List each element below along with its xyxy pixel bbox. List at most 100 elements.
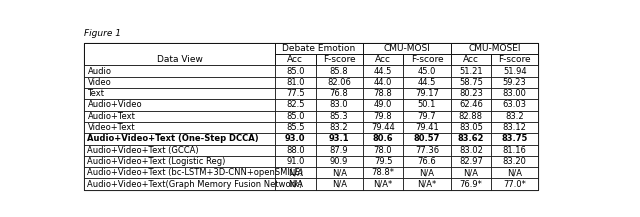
- Bar: [84, 178, 275, 190]
- Bar: [451, 133, 491, 145]
- Bar: [275, 145, 316, 156]
- Bar: [316, 65, 363, 77]
- Bar: [403, 54, 451, 65]
- Text: N/A: N/A: [419, 168, 435, 177]
- Bar: [84, 65, 275, 77]
- Bar: [451, 178, 491, 190]
- Bar: [316, 77, 363, 88]
- Text: 62.46: 62.46: [459, 100, 483, 109]
- Text: 87.9: 87.9: [330, 146, 348, 155]
- Text: 78.8: 78.8: [374, 89, 392, 98]
- Bar: [84, 133, 275, 145]
- Text: 59.23: 59.23: [503, 78, 527, 87]
- Text: 50.1: 50.1: [418, 100, 436, 109]
- Text: Audio+Video+Text (bc-LSTM+3D-CNN+openSMILE): Audio+Video+Text (bc-LSTM+3D-CNN+openSMI…: [88, 168, 303, 177]
- Bar: [491, 77, 538, 88]
- Text: 83.0: 83.0: [330, 100, 348, 109]
- Bar: [451, 167, 491, 178]
- Bar: [451, 99, 491, 111]
- Text: Audio+Video+Text (GCCA): Audio+Video+Text (GCCA): [88, 146, 199, 155]
- Bar: [451, 145, 491, 156]
- Bar: [491, 122, 538, 133]
- Text: 79.41: 79.41: [415, 123, 439, 132]
- Text: 83.2: 83.2: [506, 112, 524, 121]
- Bar: [451, 65, 491, 77]
- Text: 93.1: 93.1: [329, 134, 349, 143]
- Text: N/A: N/A: [288, 180, 303, 189]
- Text: 82.88: 82.88: [459, 112, 483, 121]
- Text: 77.36: 77.36: [415, 146, 439, 155]
- Bar: [403, 178, 451, 190]
- Bar: [403, 167, 451, 178]
- Text: Video: Video: [88, 78, 111, 87]
- Text: Text: Text: [88, 89, 104, 98]
- Text: 88.0: 88.0: [286, 146, 305, 155]
- Text: 83.00: 83.00: [503, 89, 527, 98]
- Bar: [275, 178, 316, 190]
- Text: 83.02: 83.02: [459, 146, 483, 155]
- Bar: [316, 88, 363, 99]
- Text: 85.3: 85.3: [330, 112, 348, 121]
- Text: CMU-MOSI: CMU-MOSI: [383, 44, 430, 53]
- Bar: [451, 77, 491, 88]
- Text: 44.5: 44.5: [418, 78, 436, 87]
- Text: 76.6: 76.6: [417, 157, 436, 166]
- Text: Acc: Acc: [375, 55, 391, 64]
- Text: Audio: Audio: [88, 67, 111, 76]
- Bar: [451, 54, 491, 65]
- Bar: [275, 156, 316, 167]
- Bar: [363, 156, 403, 167]
- Bar: [491, 111, 538, 122]
- Text: 85.5: 85.5: [286, 123, 305, 132]
- Bar: [363, 111, 403, 122]
- Bar: [363, 133, 403, 145]
- Text: 83.12: 83.12: [503, 123, 527, 132]
- Bar: [275, 167, 316, 178]
- Bar: [403, 88, 451, 99]
- Text: Data View: Data View: [157, 55, 202, 64]
- Bar: [491, 88, 538, 99]
- Bar: [275, 54, 316, 65]
- Text: 83.20: 83.20: [503, 157, 527, 166]
- Bar: [316, 178, 363, 190]
- Bar: [491, 145, 538, 156]
- Bar: [84, 43, 275, 65]
- Text: 85.0: 85.0: [286, 112, 305, 121]
- Bar: [363, 167, 403, 178]
- Text: 82.97: 82.97: [459, 157, 483, 166]
- Bar: [491, 178, 538, 190]
- Bar: [275, 111, 316, 122]
- Bar: [275, 133, 316, 145]
- Text: 78.0: 78.0: [374, 146, 392, 155]
- Text: 91.0: 91.0: [286, 157, 305, 166]
- Bar: [403, 122, 451, 133]
- Bar: [84, 167, 275, 178]
- Text: N/A: N/A: [508, 168, 522, 177]
- Text: 44.5: 44.5: [374, 67, 392, 76]
- Bar: [275, 122, 316, 133]
- Bar: [84, 77, 275, 88]
- Text: 76.9*: 76.9*: [460, 180, 483, 189]
- Text: 49.0: 49.0: [374, 100, 392, 109]
- Bar: [403, 133, 451, 145]
- Text: Video+Text: Video+Text: [88, 123, 135, 132]
- Text: F-score: F-score: [499, 55, 531, 64]
- Text: 79.5: 79.5: [374, 157, 392, 166]
- Text: 81.16: 81.16: [503, 146, 527, 155]
- Bar: [316, 122, 363, 133]
- Text: Acc: Acc: [287, 55, 303, 64]
- Bar: [316, 54, 363, 65]
- Bar: [403, 145, 451, 156]
- Bar: [363, 88, 403, 99]
- Text: 58.75: 58.75: [459, 78, 483, 87]
- Text: 81.0: 81.0: [286, 78, 305, 87]
- Bar: [316, 99, 363, 111]
- Text: 93.0: 93.0: [285, 134, 305, 143]
- Bar: [363, 145, 403, 156]
- Bar: [451, 111, 491, 122]
- Text: 76.8: 76.8: [330, 89, 349, 98]
- Text: 51.94: 51.94: [503, 67, 527, 76]
- Bar: [84, 156, 275, 167]
- Text: Audio+Video+Text (One-Step DCCA): Audio+Video+Text (One-Step DCCA): [88, 134, 259, 143]
- Text: N/A: N/A: [332, 168, 347, 177]
